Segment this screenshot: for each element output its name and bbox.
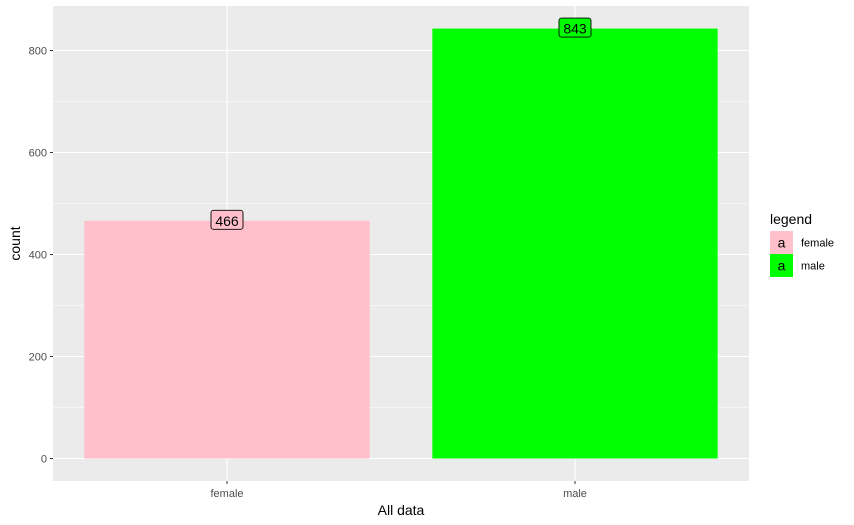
y-tick-label: 400 (29, 250, 47, 262)
legend-label: male (801, 261, 825, 273)
y-tick-label: 200 (29, 352, 47, 364)
legend-key (770, 254, 793, 277)
data-label-male: 843 (558, 17, 592, 38)
y-axis-title: count (7, 226, 23, 260)
legend-key-glyph: a (778, 258, 786, 274)
x-tick-label: female (210, 488, 243, 500)
legend-key-glyph: a (778, 235, 786, 251)
legend-key (770, 231, 793, 254)
data-label-female: 466 (210, 209, 244, 230)
bar-data-labels: 466 843 (210, 17, 592, 230)
bar-female (84, 220, 370, 459)
y-tick-label: 800 (29, 46, 47, 58)
x-axis-title: All data (378, 502, 425, 518)
x-axis: female male (210, 481, 587, 500)
svg-text:466: 466 (215, 213, 239, 229)
y-axis: 0 200 400 600 800 (29, 46, 53, 466)
legend: legend a female a male (770, 211, 834, 277)
y-tick-label: 600 (29, 148, 47, 160)
y-tick-label: 0 (41, 454, 47, 466)
legend-title: legend (770, 211, 812, 227)
svg-text:843: 843 (563, 21, 587, 37)
x-tick-label: male (563, 488, 587, 500)
bars (84, 28, 718, 459)
legend-item-female: a female (770, 231, 834, 254)
legend-item-male: a male (770, 254, 825, 277)
legend-label: female (801, 238, 834, 250)
bar-male (432, 28, 718, 459)
